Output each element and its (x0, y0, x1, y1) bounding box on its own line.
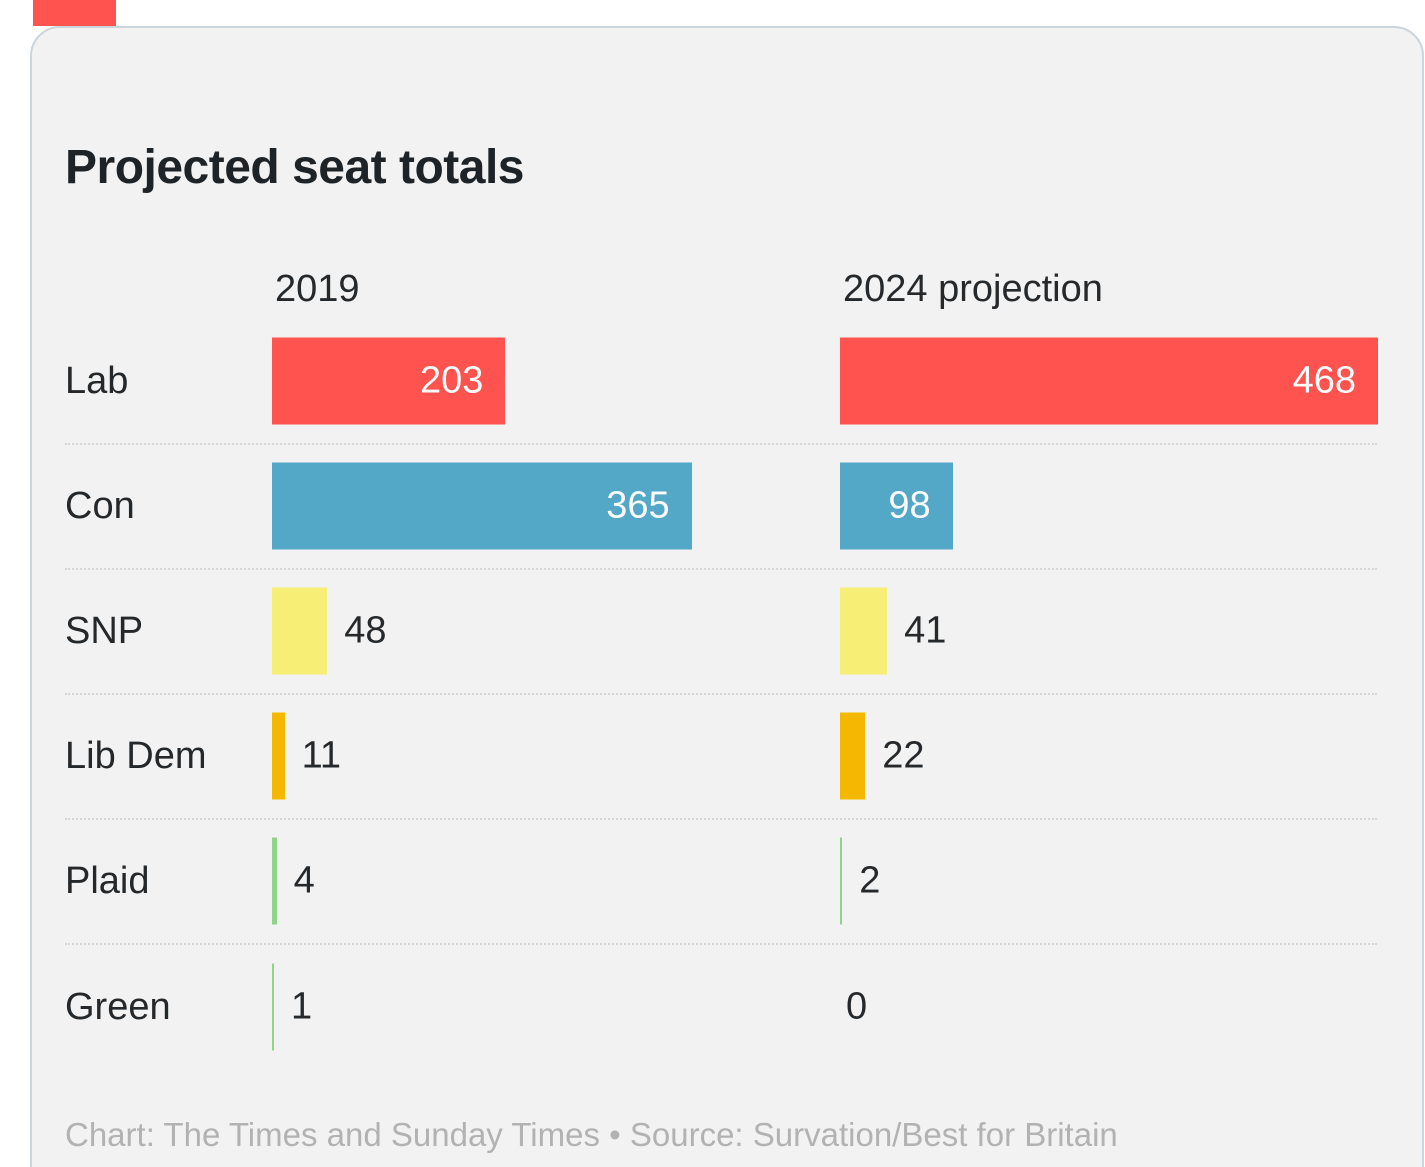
bar-cell-2019: 4 (272, 820, 840, 943)
bar-con (840, 462, 953, 550)
bar-cell-2024: 468 (840, 320, 1378, 443)
bar-lab (840, 337, 1378, 425)
bar-value: 11 (301, 734, 342, 777)
chart-card: Projected seat totals 2019 2024 projecti… (30, 26, 1424, 1167)
bar-plaid (272, 837, 277, 925)
column-headers: 2019 2024 projection (65, 265, 1377, 313)
chart-row-lib-dem: Lib Dem 11 22 (65, 695, 1377, 820)
bar-cell-2019: 203 (272, 320, 840, 443)
bar-value: 203 (419, 359, 484, 402)
bar-value: 48 (344, 609, 387, 652)
party-label: Lib Dem (65, 734, 207, 777)
party-label: Plaid (65, 859, 150, 902)
bar-snp (840, 587, 888, 675)
cropped-red-bar (33, 0, 116, 26)
party-label: Green (65, 985, 171, 1028)
bar-plaid (840, 837, 843, 925)
party-label: Lab (65, 359, 129, 402)
chart-rows: Lab 203 468 Con 365 98 SNP 48 41 Lib Dem 11 22 Plaid… (65, 320, 1378, 1070)
bar-value: 2 (859, 859, 881, 902)
bar-cell-2024: 98 (840, 445, 1377, 568)
bar-lib-dem (840, 712, 866, 800)
bar-con (272, 462, 692, 550)
bar-value: 468 (1292, 359, 1356, 402)
bar-cell-2019: 48 (272, 570, 840, 693)
chart-row-green: Green 1 0 (65, 945, 1377, 1070)
spacer (65, 265, 272, 313)
bar-value: 0 (846, 985, 868, 1028)
column-header-2024: 2024 projection (843, 267, 1103, 310)
chart-row-con: Con 365 98 (65, 445, 1377, 570)
chart-row-plaid: Plaid 4 2 (65, 820, 1377, 945)
chart-footer-attribution: Chart: The Times and Sunday Times • Sour… (65, 1115, 1118, 1153)
bar-green (272, 963, 274, 1051)
chart-row-snp: SNP 48 41 (65, 570, 1377, 695)
bar-cell-2024: 2 (840, 820, 1377, 943)
bar-lib-dem (272, 712, 285, 800)
bar-snp (272, 587, 328, 675)
column-header-2019: 2019 (275, 267, 360, 310)
bar-value: 22 (882, 734, 925, 777)
bar-value: 1 (291, 985, 313, 1028)
party-label: Con (65, 484, 135, 527)
party-label: SNP (65, 609, 144, 652)
chart-title: Projected seat totals (65, 141, 525, 194)
bar-cell-2024: 22 (840, 695, 1377, 818)
bar-value: 98 (888, 484, 931, 527)
bar-lab (272, 337, 506, 425)
bar-cell-2024: 41 (840, 570, 1377, 693)
bar-cell-2019: 1 (272, 945, 840, 1070)
chart-row-lab: Lab 203 468 (65, 320, 1378, 445)
bar-cell-2024: 0 (840, 945, 1377, 1070)
bar-value: 41 (904, 609, 947, 652)
bar-value: 4 (293, 859, 315, 902)
bar-cell-2019: 11 (272, 695, 840, 818)
bar-cell-2019: 365 (272, 445, 840, 568)
bar-value: 365 (606, 484, 670, 527)
